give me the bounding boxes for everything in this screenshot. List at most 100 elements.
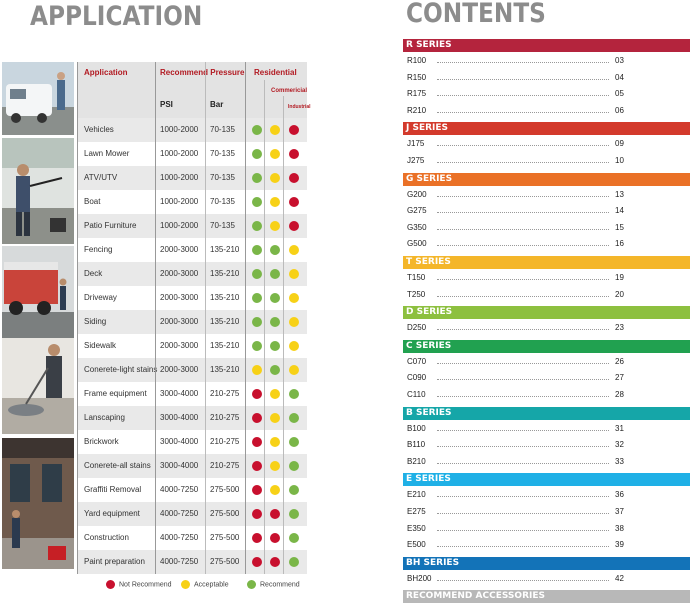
psi-range: 4000-7250: [160, 557, 199, 566]
bar-range: 275-500: [210, 509, 240, 518]
contents-entry[interactable]: C090 27: [407, 371, 627, 385]
rating-dot-com: [270, 317, 280, 327]
contents-entry[interactable]: E500 39: [407, 538, 627, 552]
psi-range: 3000-4000: [160, 413, 199, 422]
dot-leader: [437, 429, 609, 431]
model-name: B110: [407, 440, 426, 450]
dot-leader: [437, 95, 609, 97]
application-name: Yard equipment: [84, 509, 140, 518]
series-header[interactable]: RECOMMEND ACCESSORIES: [403, 590, 690, 604]
model-name: R175: [407, 89, 427, 99]
psi-range: 3000-4000: [160, 389, 199, 398]
page-number: 20: [615, 289, 624, 299]
dot-leader: [437, 295, 609, 297]
contents-entry[interactable]: G275 14: [407, 204, 627, 218]
contents-entry[interactable]: BH200 42: [407, 572, 627, 586]
contents-entry[interactable]: J275 10: [407, 154, 627, 168]
page-number: 31: [615, 423, 624, 433]
page-number: 42: [615, 573, 624, 583]
model-name: C070: [407, 356, 427, 366]
application-name: Lanscaping: [84, 413, 125, 422]
contents-entry[interactable]: C070 26: [407, 355, 627, 369]
rating-dot-res: [252, 413, 262, 423]
model-name: G275: [407, 206, 427, 216]
psi-range: 4000-7250: [160, 485, 199, 494]
contents-entry[interactable]: D250 23: [407, 321, 627, 335]
contents-entry[interactable]: G500 16: [407, 237, 627, 251]
table-row: Paint preparation 4000-7250 275-500: [77, 550, 307, 574]
contents-entry[interactable]: G200 13: [407, 188, 627, 202]
rating-dot-ind: [289, 437, 299, 447]
series-header[interactable]: E SERIES: [403, 473, 690, 487]
series-header[interactable]: C SERIES: [403, 339, 690, 353]
rating-dot-ind: [289, 461, 299, 471]
rating-dot-res: [252, 149, 262, 159]
application-name: ATV/UTV: [84, 173, 118, 182]
photo-column: [2, 62, 74, 569]
model-name: E275: [407, 507, 426, 516]
rating-dot-ind: [289, 125, 299, 135]
contents-entry[interactable]: B110 32: [407, 438, 627, 452]
page-number: 03: [615, 56, 624, 65]
bar-range: 135-210: [210, 245, 240, 254]
series-header[interactable]: R SERIES: [403, 39, 690, 52]
rating-dot-ind: [289, 485, 299, 495]
application-name: Deck: [84, 269, 103, 278]
series-header[interactable]: D SERIES: [403, 306, 690, 320]
psi-range: 1000-2000: [160, 197, 199, 206]
page-number: 28: [615, 390, 624, 399]
header-application: Application: [84, 68, 128, 77]
contents-entry[interactable]: J175 09: [407, 137, 627, 151]
header-commercial: Commericial: [271, 88, 308, 94]
model-name: E500: [407, 540, 426, 550]
rating-dot-com: [270, 557, 280, 567]
contents-entry[interactable]: T150 19: [407, 271, 627, 285]
contents-entry[interactable]: R175 05: [407, 87, 627, 101]
model-name: C090: [407, 373, 427, 383]
series-header[interactable]: J SERIES: [403, 122, 690, 136]
legend-dot: [247, 580, 256, 589]
dot-leader: [437, 546, 609, 548]
dot-leader: [437, 396, 609, 397]
rating-dot-ind: [289, 149, 299, 159]
contents-entry[interactable]: E350 38: [407, 522, 627, 536]
contents-entry[interactable]: T250 20: [407, 288, 627, 302]
series-header[interactable]: B SERIES: [403, 406, 690, 420]
bar-range: 135-210: [210, 341, 240, 350]
dot-leader: [437, 462, 609, 464]
page-number: 32: [615, 440, 624, 450]
rating-dot-res: [252, 317, 262, 327]
contents-entry[interactable]: G350 15: [407, 221, 627, 235]
rating-dot-com: [270, 485, 280, 495]
application-name: Siding: [84, 317, 107, 326]
column-divider: [155, 62, 156, 574]
series-header[interactable]: G SERIES: [403, 172, 690, 186]
rating-dot-res: [252, 365, 262, 375]
legend-label: Acceptable: [194, 581, 229, 589]
model-name: B210: [407, 456, 426, 466]
dot-leader: [437, 195, 609, 197]
page-number: 10: [615, 156, 624, 165]
page-number: 14: [615, 206, 624, 216]
application-name: Driveway: [84, 293, 117, 302]
page-number: 23: [615, 323, 624, 333]
series-header[interactable]: BH SERIES: [403, 556, 690, 570]
dot-leader: [437, 362, 609, 364]
contents-entry[interactable]: E210 36: [407, 488, 627, 502]
application-name: Conerete-all stains: [84, 461, 151, 470]
model-name: R210: [407, 105, 427, 115]
contents-entry[interactable]: B100 31: [407, 422, 627, 436]
table-row: Patio Furniture 1000-2000 70-135: [77, 214, 307, 238]
series-header[interactable]: T SERIES: [403, 256, 690, 269]
contents-entry[interactable]: E275 37: [407, 505, 627, 519]
dot-leader: [437, 513, 609, 514]
contents-entry[interactable]: B210 33: [407, 455, 627, 469]
header-bar: Bar: [210, 100, 224, 109]
contents-entry[interactable]: R210 06: [407, 104, 627, 118]
contents-entry[interactable]: R150 04: [407, 71, 627, 85]
application-name: Boat: [84, 197, 101, 206]
application-name: Fencing: [84, 245, 113, 254]
contents-entry[interactable]: R100 03: [407, 54, 627, 68]
legend-dot: [181, 580, 190, 589]
contents-entry[interactable]: C110 28: [407, 388, 627, 402]
